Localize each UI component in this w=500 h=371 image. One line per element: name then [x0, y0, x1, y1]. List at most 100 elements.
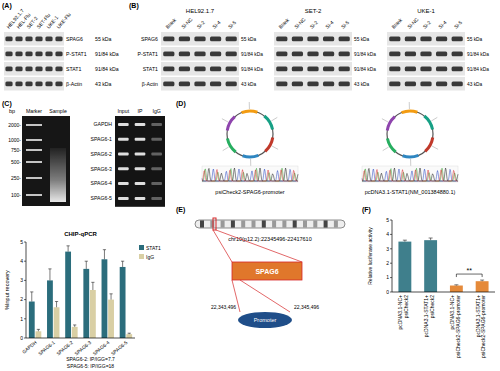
- error-line: [104, 250, 105, 260]
- blot-b-band: [179, 82, 190, 87]
- tick-label: 1: [20, 316, 23, 322]
- gel-band: [118, 182, 129, 185]
- error-cap: [37, 329, 40, 330]
- error-line: [86, 261, 87, 269]
- lane-label: Si-5: [453, 19, 464, 30]
- lane-label: Si-2: [195, 19, 206, 30]
- gel-band: [135, 123, 146, 126]
- chromosome-band: [241, 220, 245, 227]
- blot-b-band: [276, 82, 287, 87]
- blot-b-band: [420, 37, 431, 42]
- plasmid-title: psiCheck2-SPAG6-promoter: [215, 189, 284, 195]
- error-bar: [454, 284, 458, 286]
- protein-label: SPAG6: [66, 36, 83, 42]
- plasmid-feature: [243, 155, 259, 157]
- x-axis: [26, 338, 135, 339]
- tick: [390, 234, 392, 235]
- category-label: pcDNA3.1-NC+psiCheck2: [397, 295, 409, 330]
- bar: [47, 280, 53, 338]
- trace: [202, 170, 298, 182]
- chromosome-band: [313, 220, 317, 227]
- blot-b-band: [210, 82, 221, 87]
- bar: [35, 331, 41, 338]
- y-axis: [26, 242, 27, 338]
- lane-label: Si-5: [340, 19, 351, 30]
- chromosome-band: [221, 220, 225, 227]
- size-label: 91/84 kDa: [241, 67, 263, 72]
- tick: [24, 280, 26, 281]
- size-label: 91/84 kDa: [354, 52, 376, 57]
- blot-b-band: [307, 37, 318, 42]
- lane-label: Si-4: [324, 19, 335, 30]
- tick: [390, 277, 392, 278]
- protein-label: β-Actin: [66, 81, 82, 87]
- blot-b-band: [194, 52, 205, 57]
- gel-band: [135, 167, 146, 170]
- chromosome-band: [200, 220, 204, 227]
- figure: (A)(B)(C)(D)(E)(F)HEL92.1.7HEL-FluSET-2S…: [0, 0, 500, 371]
- blot-a-band: [55, 52, 62, 57]
- error-bar: [429, 238, 433, 240]
- protein-label: β-Actin: [142, 81, 158, 87]
- size-label: 91/84 kDa: [241, 52, 263, 57]
- error-cap: [109, 293, 112, 294]
- group-label: SET-2: [305, 8, 322, 14]
- blot-b-band: [323, 52, 334, 57]
- feature-tick: [223, 147, 229, 151]
- gel-band: [118, 123, 129, 126]
- lane-label: Si-NC: [293, 16, 307, 30]
- blot-b-strip: [274, 62, 352, 76]
- feature-tick: [271, 117, 277, 121]
- blot-b-band: [452, 82, 463, 87]
- gel-band: [118, 197, 129, 200]
- significance: **: [467, 267, 473, 274]
- plasmid-ring: [227, 111, 273, 157]
- blot-b-band: [436, 37, 447, 42]
- blot-b-band: [292, 37, 303, 42]
- chromosome-band: [272, 220, 276, 227]
- blot-b-band: [226, 52, 237, 57]
- blot-b-band: [226, 37, 237, 42]
- blot-a-strip: [4, 47, 64, 61]
- legend-label: IgG: [146, 254, 154, 260]
- plasmid-feature: [227, 139, 235, 152]
- plasmid-feature: [265, 137, 273, 151]
- promoter-label: Promoter: [254, 317, 277, 323]
- chromatogram: [202, 166, 298, 182]
- trace: [202, 168, 298, 181]
- category-label: SPAG6-1: [37, 340, 56, 357]
- bar: [90, 290, 96, 338]
- row-label: SPAG6-3: [90, 166, 112, 172]
- plasmid-feature: [264, 116, 272, 129]
- tick: [24, 242, 26, 243]
- chromosome-band: [210, 220, 214, 227]
- blot-b-band: [452, 37, 463, 42]
- row-label: SPAG6-5: [90, 195, 112, 201]
- lane-label: Blank: [390, 16, 403, 29]
- blot-b-band: [323, 67, 334, 72]
- feature-tick: [409, 102, 410, 109]
- blot-b-band: [307, 82, 318, 87]
- chromosome-band: [324, 220, 328, 227]
- error-cap: [73, 324, 76, 325]
- gel-band: [151, 138, 162, 141]
- blot-b-band: [292, 52, 303, 57]
- error-line: [56, 302, 57, 308]
- bar: [83, 269, 89, 338]
- row-label: SPAG6-1: [90, 136, 112, 142]
- blot-b-band: [292, 82, 303, 87]
- chromatogram: [362, 166, 458, 182]
- blot-b-strip: [161, 77, 239, 91]
- blot-b-band: [163, 52, 174, 57]
- gel-band: [135, 153, 146, 156]
- bar: [102, 259, 108, 338]
- gel-band: [151, 153, 162, 156]
- category-label: SPAG6-5: [110, 340, 129, 357]
- blot-b-strip: [161, 32, 239, 46]
- gel-column: IP: [138, 108, 143, 114]
- error-bar: [37, 329, 40, 331]
- blot-b-strip: [387, 77, 465, 91]
- plasmid-feature: [425, 137, 433, 151]
- error-cap: [128, 333, 131, 334]
- blot-a-strip: [4, 32, 64, 46]
